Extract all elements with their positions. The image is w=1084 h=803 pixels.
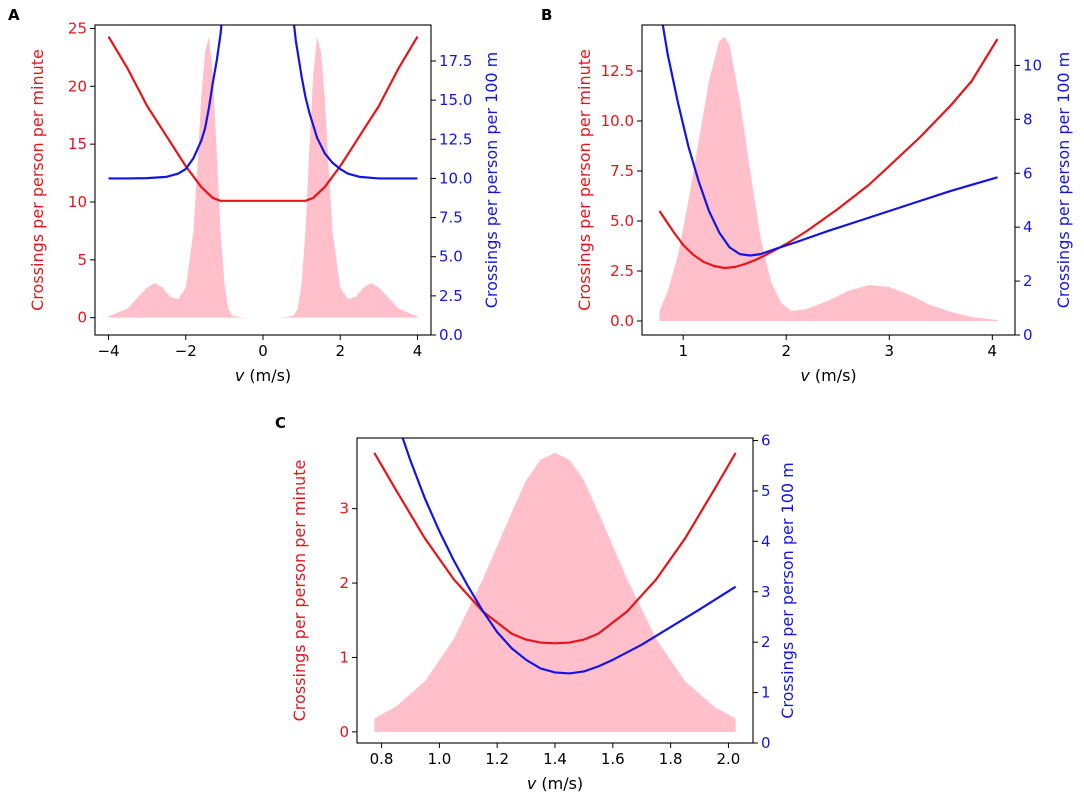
panel-c-distribution-area (374, 452, 736, 732)
panel-c-left-axis-label: Crossings per person per minute (290, 460, 309, 722)
panel-b-right-axis-label: Crossings per person per 100 m (1054, 52, 1073, 309)
panel-a-axes-frame (94, 24, 432, 336)
panel-c-x-tick-label: 1.0 (427, 750, 451, 768)
panel-a-right-tick-label: 17.5 (439, 52, 472, 70)
panel-b-left-tick-label: 10.0 (601, 112, 634, 130)
panel-c-right-tick-label: 2 (761, 633, 771, 651)
panel-c-right-tick-label: 3 (761, 583, 771, 601)
panel-a-right-tick-label: 10.0 (439, 169, 472, 187)
panel-a-x-tick-label: 2 (335, 342, 345, 360)
panel-c-x-tick-label: 1.8 (659, 750, 683, 768)
panel-b-left-axis-label: Crossings per person per minute (575, 49, 594, 311)
panel-c-right-tick-label: 6 (761, 432, 771, 450)
panel-b-x-tick-label: 3 (885, 342, 895, 360)
panel-c-x-tick-label: 1.2 (485, 750, 509, 768)
panel-a-per-100m-left-line (108, 25, 223, 180)
panel-b-letter: B (541, 6, 552, 24)
panel-a-right-tick-label: 5.0 (439, 248, 463, 266)
panel-c-left-tick-label: 2 (339, 574, 349, 592)
panel-b-axes-frame (641, 24, 1016, 336)
panel-b-per-minute-line (658, 38, 999, 270)
panel-c-right-tick-label: 1 (761, 684, 771, 702)
panel-a-left-tick-label: 5 (77, 251, 87, 269)
panel-c-right-axis-label: Crossings per person per 100 m (778, 462, 797, 719)
panel-a-right-tick-label: 2.5 (439, 287, 463, 305)
panel-c-per-100m-line (401, 438, 737, 675)
panel-c-chart: 0.8 1.0 1.2 1.4 1.6 1.8 2.0 0 1 2 3 0 1 2 3 4 5 6 v (m/s) C… (275, 414, 797, 793)
panel-a-per-minute-line (107, 36, 419, 202)
panel-c-left-tick-label: 3 (339, 500, 349, 518)
panel-a-left-axis-label: Crossings per person per minute (28, 49, 47, 311)
panel-b-x-tick-label: 4 (988, 342, 998, 360)
panel-b-left-tick-label: 0.0 (610, 312, 634, 330)
panel-c-per-minute-line (373, 452, 737, 645)
panel-c-x-tick-label: 1.6 (601, 750, 625, 768)
panel-c-left-tick-label: 0 (339, 723, 349, 741)
panel-a-letter: A (8, 6, 20, 24)
panel-b-per-100m-line (661, 25, 998, 257)
panel-b-left-tick-label: 7.5 (610, 162, 634, 180)
panel-a-left-tick-label: 15 (68, 135, 87, 153)
panel-b-right-tick-label: 4 (1023, 218, 1033, 236)
panel-a-right-tick-label: 15.0 (439, 91, 472, 109)
panel-b-left-tick-label: 12.5 (601, 62, 634, 80)
panel-a-chart: −4 −2 0 2 4 0 5 10 15 20 25 0.0 2.5 5.0 7.5 10.0 12.5 15.… (8, 6, 501, 385)
panel-a-per-100m-right-line (292, 25, 418, 180)
panel-a-left-tick-label: 20 (68, 77, 87, 95)
panel-a-x-tick-label: −2 (175, 342, 197, 360)
panel-b-left-tick-label: 5.0 (610, 212, 634, 230)
panel-b-right-tick-label: 6 (1023, 164, 1033, 182)
panel-c-x-tick-label: 1.4 (543, 750, 567, 768)
panel-a-x-tick-label: 4 (413, 342, 423, 360)
panel-a-right-axis-label: Crossings per person per 100 m (482, 52, 501, 309)
panel-a-x-axis-label: v (m/s) (235, 366, 291, 385)
panel-b-right-tick-label: 2 (1023, 272, 1033, 290)
panel-c-right-tick-label: 4 (761, 532, 771, 550)
panel-b-right-tick-label: 10 (1023, 56, 1042, 74)
panel-a-right-tick-label: 7.5 (439, 209, 463, 227)
panel-b-x-tick-label: 1 (678, 342, 688, 360)
panel-c-x-tick-label: 2.0 (717, 750, 741, 768)
panel-a-left-tick-label: 10 (68, 193, 87, 211)
panel-c-x-tick-label: 0.8 (370, 750, 394, 768)
panel-b-x-axis-label: v (m/s) (800, 366, 856, 385)
panel-a-left-tick-label: 25 (68, 19, 87, 37)
panel-b-chart: 1 2 3 4 0.0 2.5 5.0 7.5 10.0 12.5 0 2 4 6 8 10 v (m/s) Cr… (541, 6, 1073, 385)
panel-b-x-tick-label: 2 (781, 342, 791, 360)
panel-a-x-tick-label: −4 (97, 342, 119, 360)
panel-b-distribution-area (659, 37, 998, 321)
panel-c-right-tick-label: 5 (761, 482, 771, 500)
panel-a-right-tick-label: 0.0 (439, 326, 463, 344)
panel-a-right-tick-label: 12.5 (439, 130, 472, 148)
panel-b-left-tick-label: 2.5 (610, 262, 634, 280)
panel-b-right-tick-label: 8 (1023, 110, 1033, 128)
panel-c-right-tick-label: 0 (761, 734, 771, 752)
panel-c-letter: C (275, 414, 286, 432)
panel-b-right-tick-label: 0 (1023, 326, 1033, 344)
panel-a-left-tick-label: 0 (77, 309, 87, 327)
panel-a-x-tick-label: 0 (258, 342, 268, 360)
panel-c-left-tick-label: 1 (339, 648, 349, 666)
panel-c-x-axis-label: v (m/s) (527, 774, 583, 793)
